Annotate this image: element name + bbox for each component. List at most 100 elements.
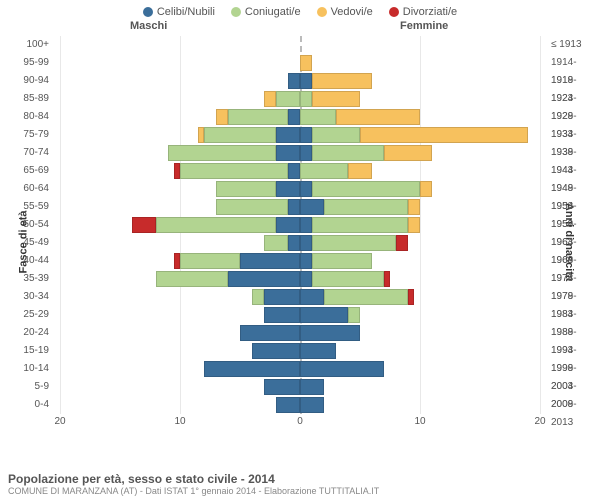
bar-segment (300, 253, 312, 269)
bar-segment (300, 271, 312, 287)
bar-segment (300, 127, 312, 143)
bar-segment (252, 343, 300, 359)
bar-segment (300, 343, 336, 359)
age-label: 90-94 (20, 72, 52, 90)
bar-segment (216, 181, 276, 197)
birth-label: 1919-1923 (548, 72, 600, 90)
male-bar (264, 91, 300, 107)
birth-label: 2004-2008 (548, 378, 600, 396)
legend-item: Divorziati/e (389, 6, 457, 18)
bar-segment (264, 379, 300, 395)
legend-swatch (389, 7, 399, 17)
bar-segment (300, 235, 312, 251)
male-bar (252, 343, 300, 359)
legend-label: Divorziati/e (403, 6, 457, 18)
male-bar (168, 145, 300, 161)
bar-segment (420, 181, 432, 197)
bar-segment (264, 307, 300, 323)
bar-segment (204, 127, 276, 143)
age-label: 5-9 (32, 378, 52, 396)
pyramid-row (60, 109, 540, 125)
pyramid-row (60, 127, 540, 143)
bar-segment (384, 271, 390, 287)
bar-segment (240, 325, 300, 341)
bar-segment (300, 109, 336, 125)
bar-segment (300, 145, 312, 161)
pyramid-row (60, 163, 540, 179)
female-bar (300, 199, 420, 215)
bar-segment (276, 145, 300, 161)
age-label: 70-74 (20, 144, 52, 162)
male-bar (264, 235, 300, 251)
female-bar (300, 343, 336, 359)
bar-segment (276, 181, 300, 197)
birth-label: 1979-1983 (548, 288, 600, 306)
age-label: 35-39 (20, 270, 52, 288)
pyramid-row (60, 307, 540, 323)
birth-label: 1989-1993 (548, 324, 600, 342)
bar-segment (300, 91, 312, 107)
female-bar (300, 361, 384, 377)
birth-label: 1999-2003 (548, 360, 600, 378)
bar-segment (288, 73, 300, 89)
bar-segment (204, 361, 300, 377)
pyramid-row (60, 379, 540, 395)
male-bar (216, 181, 300, 197)
bar-segment (264, 289, 300, 305)
pyramid-row (60, 235, 540, 251)
legend-label: Vedovi/e (331, 6, 373, 18)
legend-swatch (143, 7, 153, 17)
bar-segment (288, 109, 300, 125)
birth-label: 1929-1933 (548, 108, 600, 126)
female-bar (300, 109, 420, 125)
pyramid-row (60, 397, 540, 413)
bar-segment (240, 253, 300, 269)
bar-segment (312, 253, 372, 269)
pyramid-row (60, 181, 540, 197)
bar-segment (384, 145, 432, 161)
age-label: 75-79 (20, 126, 52, 144)
female-bar (300, 73, 372, 89)
legend: Celibi/NubiliConiugati/eVedovi/eDivorzia… (0, 0, 600, 20)
bar-segment (300, 289, 324, 305)
bar-segment (408, 289, 414, 305)
birth-label: 1959-1963 (548, 216, 600, 234)
birth-label: 1949-1953 (548, 180, 600, 198)
birth-label: 1969-1973 (548, 252, 600, 270)
pyramid-row (60, 199, 540, 215)
bar-segment (156, 217, 276, 233)
bar-segment (360, 127, 528, 143)
female-bar (300, 379, 324, 395)
bar-segment (300, 217, 312, 233)
bar-segment (264, 235, 288, 251)
bar-segment (336, 109, 420, 125)
birth-label: ≤ 1913 (548, 36, 585, 54)
male-bar (240, 325, 300, 341)
birth-label: 1954-1958 (548, 198, 600, 216)
gender-headers: Maschi Femmine (0, 20, 600, 36)
bar-segment (288, 163, 300, 179)
chart-footer: Popolazione per età, sesso e stato civil… (8, 472, 592, 496)
bar-segment (312, 271, 384, 287)
male-bar (132, 217, 300, 233)
age-label: 80-84 (20, 108, 52, 126)
bar-segment (264, 91, 276, 107)
bar-segment (408, 199, 420, 215)
age-label: 30-34 (20, 288, 52, 306)
pyramid-row (60, 145, 540, 161)
bar-segment (288, 235, 300, 251)
male-bar (216, 199, 300, 215)
birth-label: 1914-1918 (548, 54, 600, 72)
age-label: 100+ (23, 36, 52, 54)
bar-segment (300, 325, 360, 341)
male-header: Maschi (130, 20, 167, 32)
x-tick: 0 (297, 416, 303, 427)
bar-segment (132, 217, 156, 233)
pyramid-row (60, 91, 540, 107)
bar-segment (324, 289, 408, 305)
bar-segment (276, 127, 300, 143)
bar-segment (276, 397, 300, 413)
grid-line (540, 36, 541, 414)
bar-segment (324, 199, 408, 215)
bar-segment (180, 163, 288, 179)
